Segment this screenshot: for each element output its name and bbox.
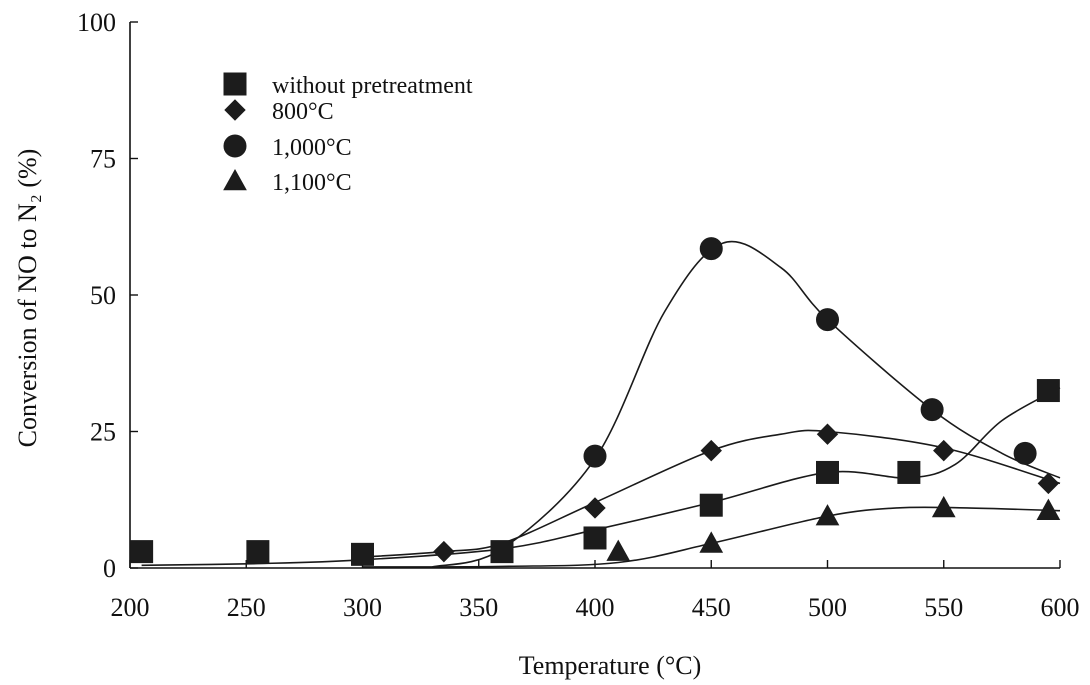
point-1-100-c <box>815 504 840 526</box>
legend-label-1-100-c: 1,100°C <box>272 170 352 196</box>
y-tick-label: 50 <box>90 281 116 310</box>
point-1-000-c <box>920 398 944 422</box>
y-tick-label: 25 <box>90 418 116 447</box>
legend-label-1-000-c: 1,000°C <box>272 135 352 161</box>
x-tick-label: 600 <box>1041 593 1080 622</box>
x-axis-ticks: 200 250 300 350 400 450 500 550 600 <box>111 560 1080 622</box>
point-without-pretreatment <box>246 540 270 564</box>
point-800-c <box>584 497 606 519</box>
point-800-c <box>700 439 722 462</box>
legend-marker-without-pretreatment <box>223 72 247 96</box>
point-without-pretreatment <box>699 493 723 517</box>
point-800-c <box>1037 472 1060 495</box>
legend-label-without-pretreatment: without pretreatment <box>272 73 473 99</box>
x-tick-label: 350 <box>459 593 498 622</box>
point-without-pretreatment <box>816 460 839 484</box>
plot-frame <box>129 22 1060 569</box>
point-1-100-c <box>1036 498 1061 520</box>
point-without-pretreatment <box>1036 379 1060 403</box>
data-markers <box>130 237 1061 566</box>
curve-1-000-c <box>432 240 1061 568</box>
legend-label-800-c: 800°C <box>272 99 334 125</box>
point-without-pretreatment <box>130 540 154 564</box>
x-tick-label: 400 <box>576 593 615 622</box>
legend-marker-1-100-c <box>223 168 247 191</box>
y-tick-label: 75 <box>90 145 116 174</box>
point-800-c <box>933 439 955 462</box>
point-800-c <box>433 540 455 563</box>
point-without-pretreatment <box>897 460 921 484</box>
legend-marker-1-000-c <box>223 134 247 158</box>
y-tick-label: 100 <box>77 8 116 37</box>
legend-marker-800-c <box>224 99 246 121</box>
x-tick-label: 300 <box>343 593 382 622</box>
point-without-pretreatment <box>583 526 607 550</box>
point-800-c <box>816 423 839 445</box>
y-axis-title: Conversion of NO to N₂ (%) <box>13 149 42 448</box>
point-without-pretreatment <box>351 542 374 566</box>
point-1-000-c <box>583 444 607 468</box>
point-1-100-c <box>699 531 724 553</box>
curve-1-100-c <box>362 506 1061 568</box>
point-1-100-c <box>606 539 631 561</box>
point-without-pretreatment <box>490 540 514 564</box>
x-tick-label: 550 <box>924 593 963 622</box>
point-1-100-c <box>931 495 956 518</box>
point-1-000-c <box>699 237 723 261</box>
x-tick-label: 200 <box>111 593 150 622</box>
y-axis-ticks: 0 25 50 75 100 <box>77 8 138 583</box>
x-tick-label: 250 <box>227 593 266 622</box>
point-1-000-c <box>816 308 839 332</box>
x-axis-title: Temperature (°C) <box>519 651 702 680</box>
point-1-000-c <box>1013 441 1037 465</box>
x-tick-label: 500 <box>808 593 847 622</box>
y-tick-label: 0 <box>103 554 116 583</box>
curve-without-pretreatment <box>141 387 1061 567</box>
x-tick-label: 450 <box>692 593 731 622</box>
